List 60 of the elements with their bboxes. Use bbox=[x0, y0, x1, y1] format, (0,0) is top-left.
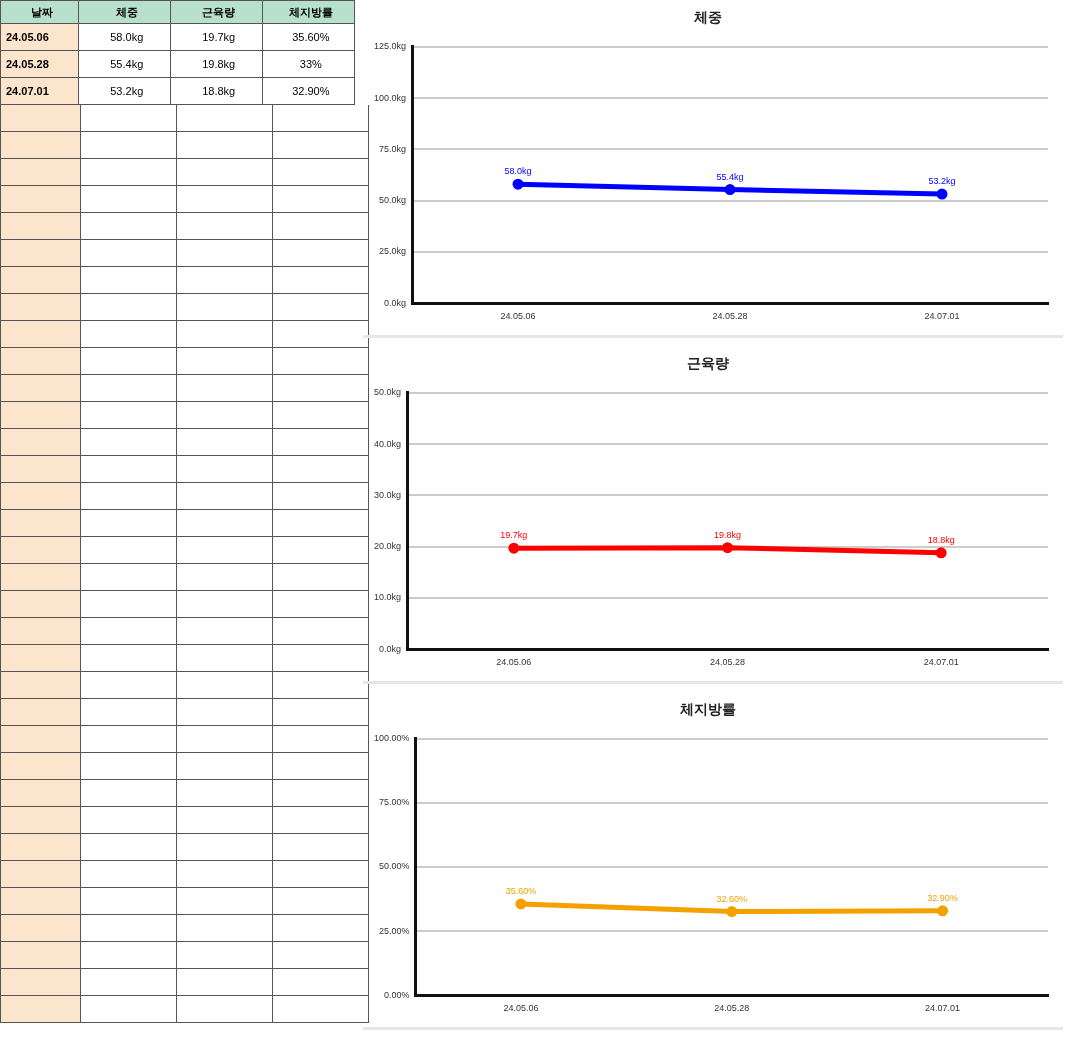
x-tick-label: 24.05.06 bbox=[503, 1003, 539, 1014]
x-tick-label: 24.07.01 bbox=[923, 657, 959, 668]
y-tick-label: 20.0kg bbox=[373, 541, 402, 552]
y-tick-label: 0.0kg bbox=[384, 297, 407, 308]
text: 24.05.28 bbox=[0, 50, 79, 78]
data-label: 19.7kg bbox=[500, 530, 528, 541]
data-label: 18.8kg bbox=[927, 534, 955, 545]
y-tick-label: 50.0kg bbox=[379, 195, 407, 206]
x-tick-label: 24.05.28 bbox=[709, 657, 746, 668]
data-label: 53.2kg bbox=[928, 176, 956, 187]
data-label: 19.8kg bbox=[714, 529, 742, 540]
category-label: 체지방률 bbox=[262, 0, 355, 24]
point bbox=[515, 898, 527, 910]
text: 19.8kg bbox=[170, 50, 263, 78]
text: 58.0kg bbox=[78, 23, 171, 51]
point bbox=[937, 905, 949, 917]
y-tick-label: 25.00% bbox=[379, 925, 410, 936]
x-tick-label: 24.05.06 bbox=[500, 311, 536, 322]
y-tick-label: 100.00% bbox=[374, 733, 410, 744]
category-label: 근육량 bbox=[170, 0, 263, 24]
x-tick-label: 24.07.01 bbox=[924, 311, 960, 322]
x-tick-label: 24.05.28 bbox=[714, 1003, 750, 1014]
y-tick-label: 30.0kg bbox=[373, 489, 402, 500]
chart-title: 체지방률 bbox=[679, 701, 736, 718]
y-tick-label: 50.00% bbox=[379, 861, 410, 872]
point bbox=[512, 178, 524, 190]
x-tick-label: 24.05.06 bbox=[496, 657, 532, 668]
text: 33% bbox=[262, 50, 355, 78]
y-tick-label: 10.0kg bbox=[373, 592, 402, 603]
y-tick-label: 0.0kg bbox=[378, 643, 402, 654]
data-label: 35.60% bbox=[505, 885, 537, 896]
y-tick-label: 0.00% bbox=[384, 989, 410, 1000]
data-label: 32.90% bbox=[927, 892, 958, 903]
data-label: 58.0kg bbox=[504, 166, 532, 177]
text: 55.4kg bbox=[78, 50, 171, 78]
chart-title: 근육량 bbox=[687, 355, 729, 372]
y-tick-label: 25.0kg bbox=[379, 246, 407, 257]
data-label: 55.4kg bbox=[716, 171, 744, 182]
y-tick-label: 125.0kg bbox=[374, 41, 407, 52]
text: 18.8kg bbox=[170, 77, 263, 105]
y-tick-label: 100.0kg bbox=[374, 92, 407, 103]
y-tick-label: 75.00% bbox=[379, 797, 410, 808]
point bbox=[726, 906, 738, 918]
data-label: 32.60% bbox=[716, 893, 748, 904]
y-tick-label: 75.0kg bbox=[379, 143, 407, 154]
x-tick-label: 24.05.28 bbox=[712, 311, 748, 322]
point bbox=[724, 184, 736, 196]
point bbox=[936, 188, 948, 200]
text: 24.07.01 bbox=[0, 77, 79, 105]
chart-title: 체중 bbox=[693, 9, 722, 26]
y-tick-label: 50.0kg bbox=[373, 387, 402, 398]
x-tick-label: 24.07.01 bbox=[925, 1003, 961, 1014]
text: 32.90% bbox=[262, 77, 355, 105]
y-tick-label: 40.0kg bbox=[373, 438, 402, 449]
text: 35.60% bbox=[262, 23, 355, 51]
text: 24.05.06 bbox=[0, 23, 79, 51]
category-label: 날짜 bbox=[0, 0, 79, 24]
category-label: 체중 bbox=[78, 0, 171, 24]
text: 19.7kg bbox=[170, 23, 263, 51]
text: 53.2kg bbox=[78, 77, 171, 105]
